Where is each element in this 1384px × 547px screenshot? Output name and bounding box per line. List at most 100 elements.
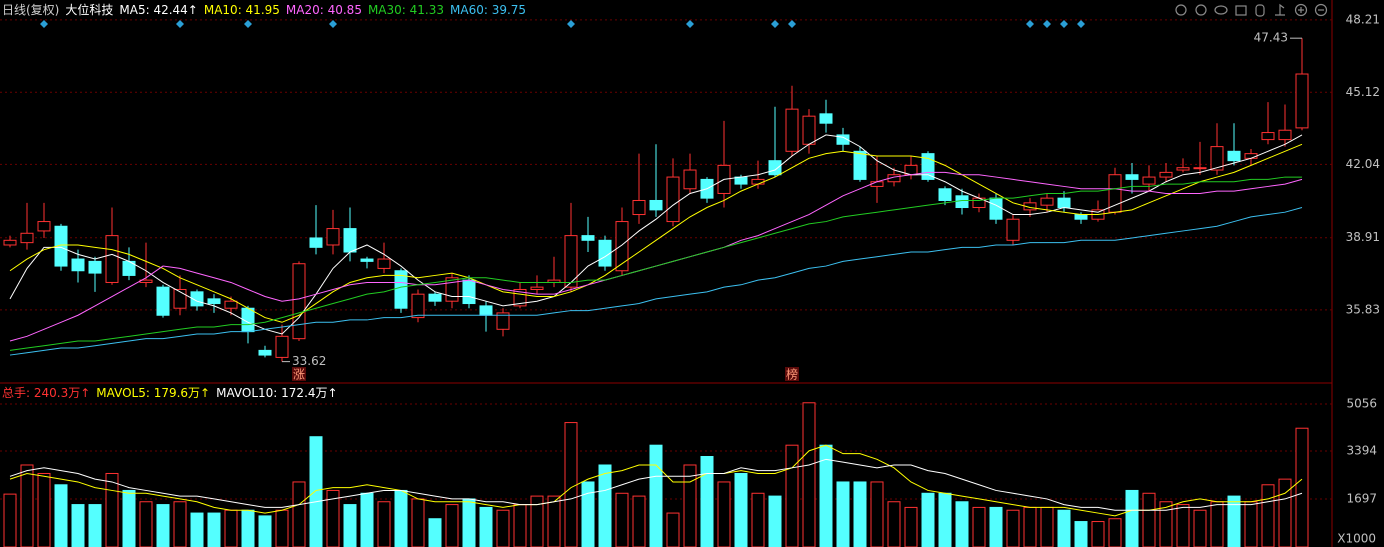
volume-bar (972, 506, 986, 547)
volume-bar (377, 501, 391, 547)
volume-bar (394, 489, 408, 547)
candle-body (343, 228, 357, 253)
candle-body (207, 298, 221, 305)
volume-bar (3, 493, 17, 547)
candle-body (173, 288, 187, 309)
settings-icon[interactable] (1175, 4, 1187, 16)
candle-body (989, 197, 1003, 220)
candle-body (275, 335, 289, 358)
candle-body (666, 176, 680, 223)
event-marker (1026, 20, 1034, 28)
volume-bar (1227, 495, 1241, 547)
volume-bar (20, 464, 34, 547)
candle-body (938, 188, 952, 201)
candle-body (853, 150, 867, 180)
candle-body (530, 286, 544, 290)
stock-name: 大位科技 (65, 3, 114, 17)
mavol-legend: MAVOL10: 172.4万↑ (216, 386, 338, 400)
candle-body (1006, 218, 1020, 241)
zoom-in-plus[interactable] (1298, 7, 1304, 13)
ma-legend: MA10: 41.95 (203, 3, 280, 17)
volume-bar (955, 501, 969, 547)
candle-body (105, 235, 119, 283)
volume-bar (37, 472, 51, 547)
y-tick-label: 1697 (1346, 492, 1377, 506)
volume-bar (1142, 492, 1156, 547)
volume-bar (479, 506, 493, 547)
candle-body (1125, 174, 1139, 180)
volume-bar (445, 504, 459, 547)
volume-bar (904, 506, 918, 547)
volume-bar (513, 504, 527, 547)
high-label: 47.43 (1254, 31, 1288, 45)
volume-bar (1040, 506, 1054, 547)
home-icon[interactable] (1275, 3, 1285, 16)
signal-badge (292, 367, 306, 381)
hand-icon[interactable] (1255, 4, 1265, 17)
event-marker (244, 20, 252, 28)
volume-bar (292, 481, 306, 547)
volume-bar (802, 402, 816, 547)
toolbar[interactable] (1175, 3, 1328, 17)
event-marker (686, 20, 694, 28)
event-marker (771, 20, 779, 28)
zoom-out-icon[interactable] (1314, 3, 1328, 17)
candle-body (598, 239, 612, 267)
candle-body (496, 312, 510, 330)
volume-bar (241, 509, 255, 547)
volume-bar (122, 489, 136, 547)
volume-bar (666, 512, 680, 547)
candle-body (870, 181, 884, 187)
volume-bar (683, 464, 697, 547)
y-tick-label: 5056 (1346, 397, 1377, 411)
event-marker (1077, 20, 1085, 28)
candle-body (1176, 167, 1190, 171)
price-header: 日线(复权) 大位科技 MA5: 42.44↑ MA10: 41.95 MA20: … (2, 3, 526, 17)
store-icon[interactable] (1235, 5, 1247, 16)
volume-bar (88, 504, 102, 547)
y-tick-label: 42.04 (1346, 157, 1380, 171)
candle-body (581, 235, 595, 241)
candle-body (309, 237, 323, 248)
zoom-in-icon[interactable] (1294, 3, 1308, 17)
volume-bar (1074, 521, 1088, 547)
volume-bar (751, 492, 765, 547)
candle-body (1074, 214, 1088, 220)
y-tick-label: 45.12 (1346, 85, 1380, 99)
volume-bar (581, 481, 595, 547)
candle-body (1057, 197, 1071, 209)
candle-body (1142, 176, 1156, 185)
mavol-line (9, 458, 1303, 511)
ma-legend: MA60: 39.75 (450, 3, 527, 17)
volume-bar (1210, 501, 1224, 547)
candle-body (802, 115, 816, 145)
candle-body (1227, 150, 1241, 162)
candle-body (411, 293, 425, 319)
volume-bar (921, 492, 935, 547)
candle-body (292, 263, 306, 340)
volume-bar (632, 495, 646, 547)
volume-total: 总手: 240.3万↑ (2, 386, 91, 400)
candle-body (1244, 153, 1258, 159)
candle-body (1295, 73, 1309, 129)
volume-bar (1006, 509, 1020, 547)
volume-bar (343, 504, 357, 547)
candle-body (1210, 146, 1224, 171)
ma-line (9, 207, 1303, 356)
volume-bar (428, 518, 442, 547)
volume-bar (734, 472, 748, 547)
candle-body (445, 277, 459, 302)
volume-unit-label: X1000 (1337, 532, 1376, 546)
candle-body (1159, 171, 1173, 178)
volume-bar (1193, 509, 1207, 547)
ma-line (9, 176, 1302, 351)
ma-line (9, 134, 1303, 335)
candle-body (326, 228, 340, 246)
view-icon[interactable] (1214, 5, 1228, 15)
candle-body (955, 195, 969, 209)
ma-legend: MA30: 41.33 (367, 3, 444, 17)
event-marker (40, 20, 48, 28)
volume-bar (411, 498, 425, 547)
adjust-icon[interactable] (1195, 4, 1207, 16)
